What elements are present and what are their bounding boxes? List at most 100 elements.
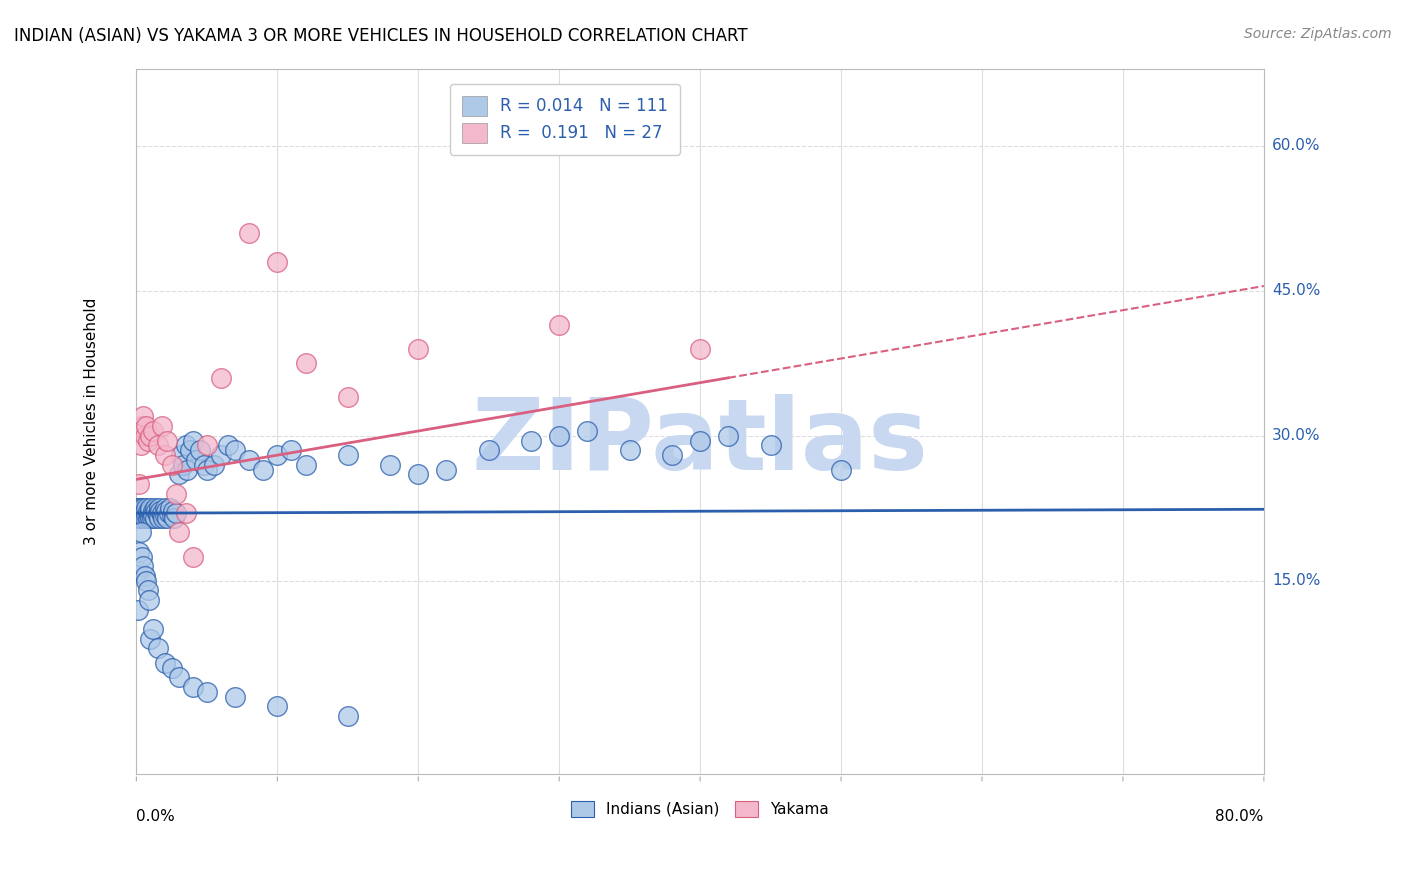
Text: INDIAN (ASIAN) VS YAKAMA 3 OR MORE VEHICLES IN HOUSEHOLD CORRELATION CHART: INDIAN (ASIAN) VS YAKAMA 3 OR MORE VEHIC…: [14, 27, 748, 45]
Point: [181, 549, 204, 564]
Point: [131, 549, 153, 564]
Point: [156, 434, 179, 448]
Point: [165, 506, 187, 520]
Legend: Indians (Asian), Yakama: Indians (Asian), Yakama: [565, 795, 835, 823]
Point: [179, 443, 201, 458]
Text: 15.0%: 15.0%: [1272, 574, 1320, 589]
Point: [146, 506, 169, 520]
Point: [150, 506, 173, 520]
Point: [406, 342, 429, 356]
Point: [193, 458, 215, 472]
Point: [128, 508, 150, 522]
Point: [689, 434, 711, 448]
Point: [135, 574, 157, 588]
Point: [139, 501, 162, 516]
Point: [181, 680, 204, 694]
Point: [143, 511, 166, 525]
Point: [138, 508, 160, 522]
Point: [174, 506, 197, 520]
Point: [128, 545, 150, 559]
Point: [136, 511, 159, 525]
Point: [141, 511, 163, 525]
Point: [136, 583, 159, 598]
Point: [142, 504, 165, 518]
Point: [294, 458, 316, 472]
Point: [127, 564, 149, 578]
Point: [129, 525, 152, 540]
Point: [139, 429, 162, 443]
Text: 45.0%: 45.0%: [1272, 284, 1320, 298]
Point: [135, 419, 157, 434]
Point: [378, 458, 401, 472]
Point: [153, 448, 176, 462]
Text: Source: ZipAtlas.com: Source: ZipAtlas.com: [1244, 27, 1392, 41]
Text: 30.0%: 30.0%: [1272, 428, 1320, 443]
Point: [134, 504, 156, 518]
Text: 3 or more Vehicles in Household: 3 or more Vehicles in Household: [84, 298, 98, 545]
Point: [163, 511, 186, 525]
Point: [134, 569, 156, 583]
Point: [252, 463, 274, 477]
Point: [132, 506, 155, 520]
Point: [176, 463, 198, 477]
Point: [759, 438, 782, 452]
Point: [217, 438, 239, 452]
Point: [661, 448, 683, 462]
Point: [127, 504, 149, 518]
Point: [131, 511, 153, 525]
Point: [146, 641, 169, 656]
Point: [149, 504, 172, 518]
Point: [478, 443, 501, 458]
Point: [152, 511, 174, 525]
Point: [294, 356, 316, 370]
Text: 60.0%: 60.0%: [1272, 138, 1320, 153]
Point: [436, 463, 458, 477]
Point: [131, 508, 153, 522]
Point: [224, 443, 246, 458]
Point: [153, 501, 176, 516]
Point: [266, 448, 288, 462]
Point: [172, 458, 194, 472]
Point: [167, 671, 190, 685]
Point: [127, 506, 149, 520]
Point: [184, 453, 207, 467]
Point: [136, 434, 159, 448]
Point: [406, 467, 429, 482]
Point: [160, 458, 183, 472]
Point: [132, 501, 155, 516]
Point: [576, 424, 599, 438]
Point: [209, 448, 232, 462]
Point: [202, 458, 225, 472]
Point: [170, 448, 193, 462]
Point: [520, 434, 543, 448]
Text: 0.0%: 0.0%: [136, 809, 176, 824]
Point: [165, 487, 187, 501]
Point: [146, 438, 169, 452]
Point: [148, 501, 170, 516]
Point: [238, 226, 260, 240]
Point: [129, 508, 152, 522]
Point: [167, 525, 190, 540]
Point: [830, 463, 852, 477]
Point: [128, 504, 150, 518]
Point: [195, 463, 218, 477]
Point: [209, 371, 232, 385]
Point: [689, 342, 711, 356]
Point: [336, 448, 359, 462]
Point: [138, 593, 160, 607]
Point: [132, 409, 155, 424]
Point: [167, 467, 190, 482]
Point: [146, 508, 169, 522]
Point: [134, 429, 156, 443]
Point: [135, 501, 157, 516]
Point: [266, 255, 288, 269]
Point: [195, 438, 218, 452]
Point: [153, 656, 176, 670]
Point: [128, 477, 150, 491]
Point: [145, 504, 167, 518]
Point: [160, 508, 183, 522]
Point: [336, 390, 359, 404]
Point: [135, 508, 157, 522]
Point: [336, 709, 359, 723]
Point: [131, 419, 153, 434]
